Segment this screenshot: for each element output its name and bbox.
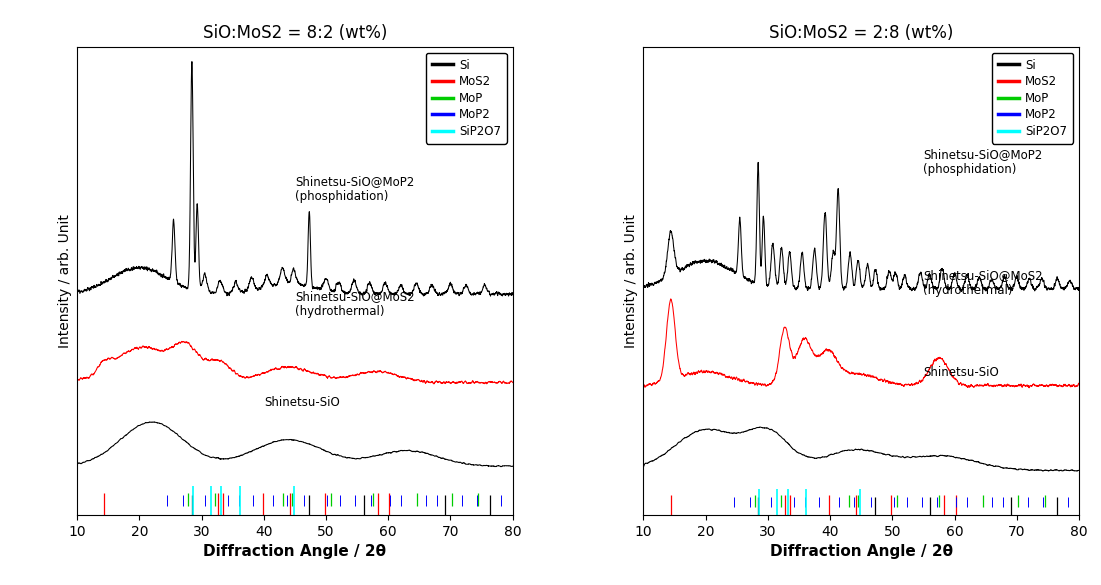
Text: Shinetsu-SiO@MoP2
(phosphidation): Shinetsu-SiO@MoP2 (phosphidation) — [295, 175, 414, 203]
Title: SiO:MoS2 = 8:2 (wt%): SiO:MoS2 = 8:2 (wt%) — [203, 25, 388, 43]
Y-axis label: Intensity / arb. Unit: Intensity / arb. Unit — [57, 214, 72, 347]
Legend: Si, MoS2, MoP, MoP2, SiP2O7: Si, MoS2, MoP, MoP2, SiP2O7 — [426, 53, 506, 144]
Text: Shinetsu-SiO@MoS2
(hydrothermal): Shinetsu-SiO@MoS2 (hydrothermal) — [295, 290, 414, 318]
Title: SiO:MoS2 = 2:8 (wt%): SiO:MoS2 = 2:8 (wt%) — [768, 25, 953, 43]
Text: Shinetsu-SiO@MoP2
(phosphidation): Shinetsu-SiO@MoP2 (phosphidation) — [924, 147, 1043, 175]
Text: Shinetsu-SiO: Shinetsu-SiO — [264, 395, 339, 408]
Text: Shinetsu-SiO: Shinetsu-SiO — [924, 366, 999, 378]
X-axis label: Diffraction Angle / 2θ: Diffraction Angle / 2θ — [204, 544, 386, 559]
Legend: Si, MoS2, MoP, MoP2, SiP2O7: Si, MoS2, MoP, MoP2, SiP2O7 — [992, 53, 1073, 144]
Text: Shinetsu-SiO@MoS2
(hydrothermal): Shinetsu-SiO@MoS2 (hydrothermal) — [924, 269, 1043, 297]
Y-axis label: Intensity / arb. Unit: Intensity / arb. Unit — [624, 214, 637, 347]
X-axis label: Diffraction Angle / 2θ: Diffraction Angle / 2θ — [770, 544, 952, 559]
